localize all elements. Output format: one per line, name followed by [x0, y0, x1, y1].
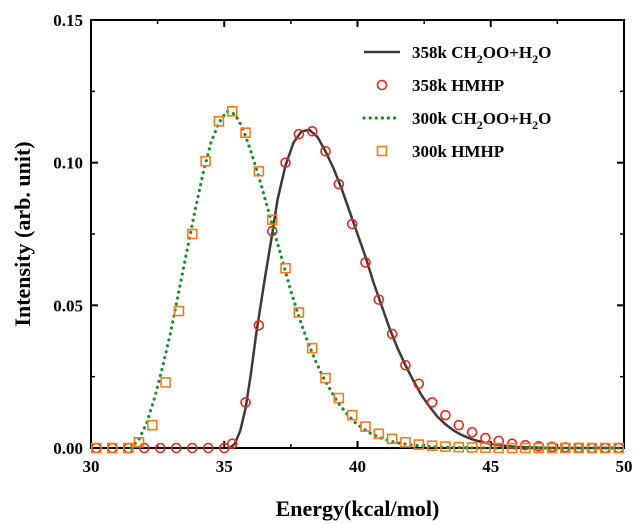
- legend-swatch: [376, 79, 388, 91]
- data-point: [266, 214, 278, 226]
- data-point: [386, 328, 398, 340]
- x-tick-label: 30: [83, 457, 100, 476]
- data-point: [213, 115, 225, 127]
- data-point: [426, 397, 438, 408]
- axis-ticks: 30 35 40 45 50 0.00 0.05 0.10 0.15: [53, 11, 632, 476]
- x-tick-label: 45: [482, 457, 499, 476]
- series-3: [129, 109, 626, 450]
- series-2: [91, 125, 624, 454]
- data-point: [186, 442, 198, 454]
- data-point: [139, 442, 150, 454]
- data-point: [226, 438, 238, 450]
- data-point: [440, 441, 451, 452]
- data-point: [186, 228, 198, 240]
- data-point: [413, 378, 425, 390]
- data-point: [123, 442, 134, 454]
- data-point: [520, 442, 531, 454]
- series-line: [129, 109, 626, 450]
- data-point: [253, 165, 265, 177]
- data-point: [466, 442, 478, 453]
- legend-item: 300k HMHP: [376, 142, 504, 161]
- series-layer: [91, 106, 626, 454]
- legend: 358k CH2OO+H2O 358k HMHP 300k CH2OO+H2O 300…: [362, 43, 551, 161]
- data-point: [200, 155, 211, 167]
- x-axis-title: Energy(kcal/mol): [276, 496, 440, 521]
- legend-swatch: [376, 145, 388, 157]
- data-point: [306, 342, 318, 354]
- data-point: [133, 436, 145, 448]
- data-point: [346, 409, 358, 421]
- data-point: [91, 442, 102, 454]
- legend-item: 358k HMHP: [376, 76, 504, 95]
- data-point: [160, 377, 171, 388]
- data-point: [426, 440, 438, 452]
- data-point: [373, 294, 385, 305]
- data-point: [400, 436, 411, 448]
- data-point: [573, 442, 584, 454]
- data-point: [170, 442, 182, 454]
- data-point: [218, 442, 230, 454]
- x-tick-label: 35: [216, 457, 233, 476]
- data-point: [453, 441, 465, 453]
- x-tick-label: 50: [616, 457, 633, 476]
- data-point: [586, 442, 598, 454]
- data-point: [440, 409, 451, 421]
- data-point: [600, 442, 611, 454]
- data-point: [560, 442, 571, 454]
- series-4: [91, 106, 624, 454]
- data-point: [546, 442, 558, 454]
- data-point: [107, 442, 118, 454]
- data-point: [154, 442, 166, 454]
- data-point: [333, 178, 345, 190]
- data-point: [373, 428, 385, 440]
- data-point: [480, 432, 491, 444]
- data-point: [202, 442, 214, 454]
- series-1: [228, 128, 611, 450]
- data-point: [293, 128, 305, 140]
- legend-label: 300k CH2OO+H2O: [412, 109, 551, 132]
- data-point: [333, 392, 345, 404]
- data-point: [360, 421, 371, 432]
- data-point: [293, 307, 305, 318]
- y-tick-label: 0.15: [53, 11, 83, 30]
- y-tick-label: 0.10: [53, 154, 83, 173]
- y-axis-title: Intensity (arb. unit): [10, 141, 35, 326]
- data-point: [280, 157, 291, 168]
- data-point: [320, 372, 331, 384]
- data-point: [226, 106, 238, 117]
- data-point: [253, 320, 265, 331]
- y-tick-label: 0.00: [53, 439, 83, 458]
- data-point: [306, 125, 318, 137]
- data-point: [533, 442, 545, 454]
- data-point: [480, 442, 491, 454]
- data-point: [613, 442, 624, 454]
- data-point: [386, 433, 398, 445]
- data-point: [413, 439, 425, 450]
- legend-label: 358k HMHP: [412, 76, 504, 95]
- legend-label: 300k HMHP: [412, 142, 504, 161]
- y-tick-label: 0.05: [53, 296, 83, 315]
- data-point: [173, 305, 185, 317]
- data-point: [453, 419, 465, 431]
- legend-item: 300k CH2OO+H2O: [362, 109, 551, 132]
- data-point: [240, 397, 251, 408]
- x-tick-label: 40: [349, 457, 366, 476]
- data-point: [346, 218, 358, 230]
- series-line: [228, 128, 611, 450]
- legend-label: 358k CH2OO+H2O: [412, 43, 551, 66]
- data-point: [360, 257, 371, 268]
- data-point: [320, 145, 331, 157]
- data-point: [240, 127, 251, 139]
- data-point: [466, 427, 478, 438]
- legend-item: 358k CH2OO+H2O: [364, 43, 551, 66]
- data-point: [493, 442, 505, 454]
- data-point: [146, 419, 158, 431]
- data-point: [280, 262, 291, 274]
- data-point: [506, 442, 518, 454]
- data-point: [493, 435, 505, 447]
- data-point: [400, 359, 411, 371]
